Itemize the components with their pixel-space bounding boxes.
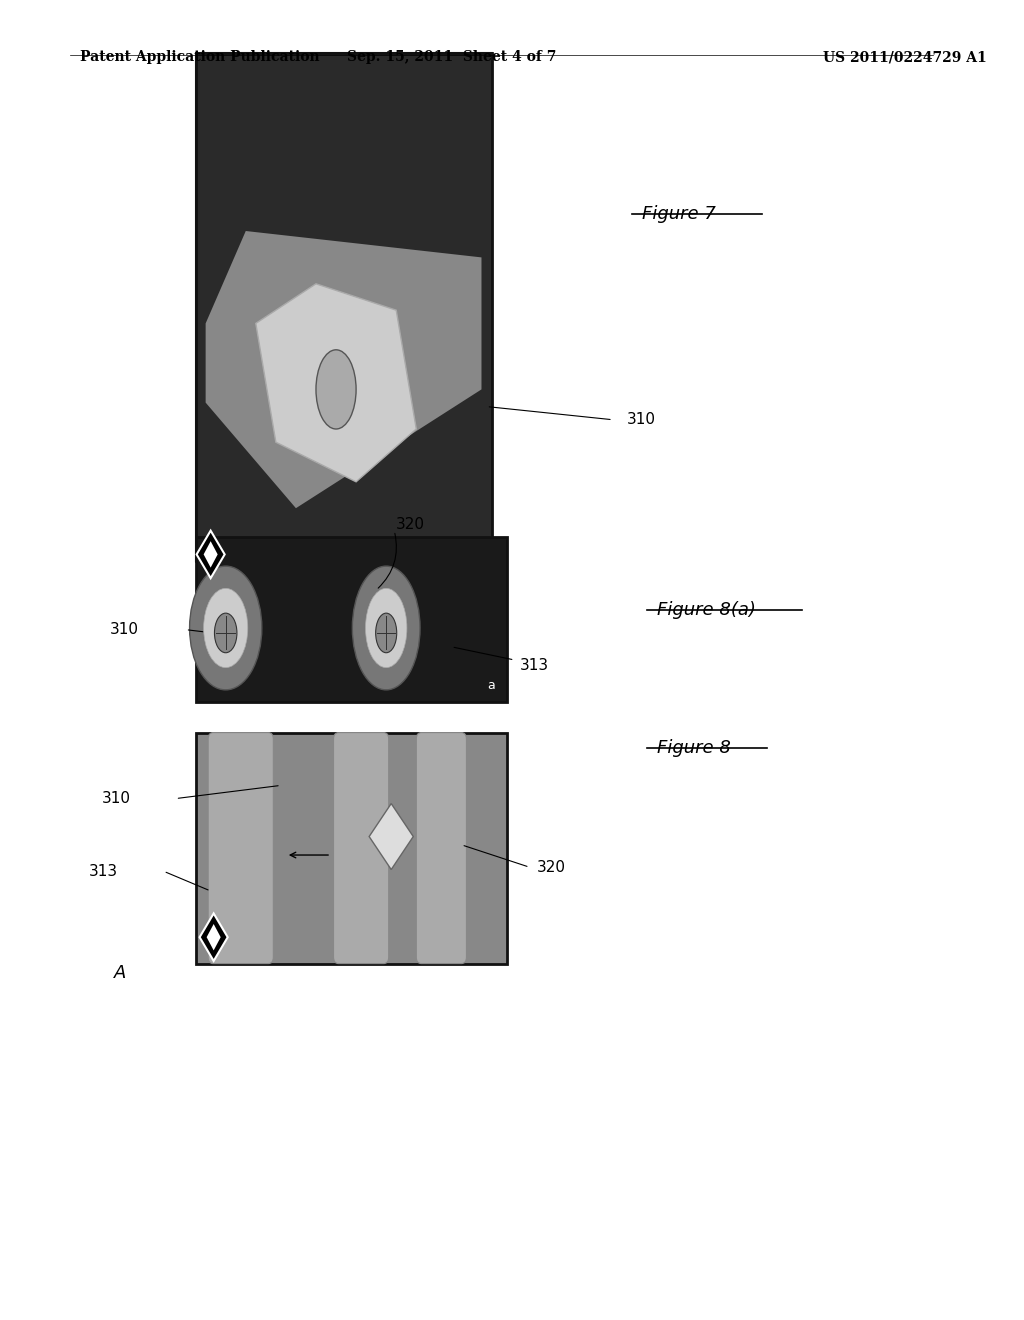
FancyBboxPatch shape	[334, 733, 389, 964]
FancyBboxPatch shape	[196, 537, 507, 702]
Polygon shape	[200, 913, 227, 961]
Ellipse shape	[316, 350, 356, 429]
Text: a: a	[486, 678, 495, 692]
Text: 320: 320	[396, 516, 425, 532]
Text: Sep. 15, 2011  Sheet 4 of 7: Sep. 15, 2011 Sheet 4 of 7	[347, 50, 556, 65]
FancyBboxPatch shape	[417, 733, 467, 964]
Ellipse shape	[352, 566, 420, 690]
Ellipse shape	[189, 566, 262, 690]
Ellipse shape	[366, 589, 407, 668]
Text: 320: 320	[537, 859, 565, 875]
Text: Figure 7: Figure 7	[642, 205, 716, 223]
Text: Patent Application Publication: Patent Application Publication	[80, 50, 319, 65]
Polygon shape	[369, 804, 414, 870]
Text: US 2011/0224729 A1: US 2011/0224729 A1	[822, 50, 986, 65]
Text: A: A	[115, 964, 127, 982]
Text: 313: 313	[89, 863, 119, 879]
Polygon shape	[206, 231, 481, 508]
Text: Figure 8(a): Figure 8(a)	[657, 601, 756, 619]
FancyBboxPatch shape	[208, 733, 273, 964]
Polygon shape	[204, 541, 218, 568]
Polygon shape	[197, 531, 224, 578]
Text: 310: 310	[101, 791, 130, 807]
Ellipse shape	[204, 589, 248, 668]
Text: 310: 310	[627, 412, 656, 428]
Text: 313: 313	[519, 657, 549, 673]
Polygon shape	[207, 924, 221, 950]
Ellipse shape	[376, 612, 396, 652]
FancyBboxPatch shape	[196, 53, 492, 561]
Polygon shape	[256, 284, 417, 482]
FancyBboxPatch shape	[196, 53, 492, 561]
Text: Figure 8: Figure 8	[657, 739, 731, 758]
FancyBboxPatch shape	[196, 733, 507, 964]
Text: 310: 310	[110, 622, 138, 638]
Ellipse shape	[214, 612, 237, 652]
